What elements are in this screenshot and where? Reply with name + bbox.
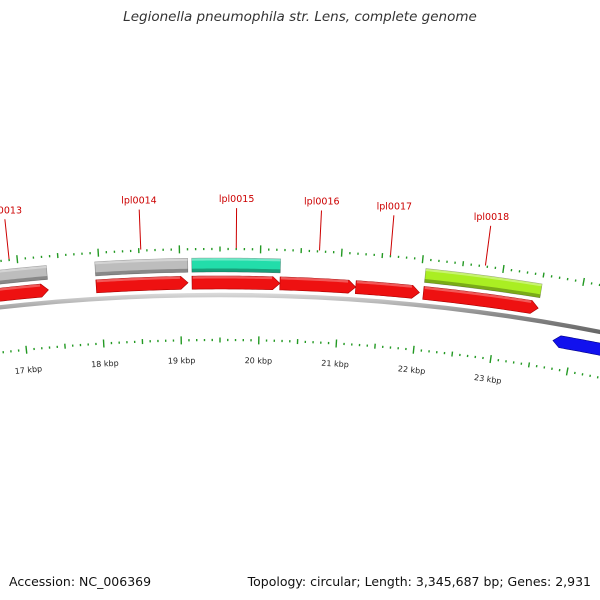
gene-arrow-lpl0013[interactable] — [0, 283, 49, 304]
cds-bar-shade — [191, 268, 281, 273]
cds-bar-lpl0014 — [94, 257, 189, 277]
gene-arrow-highlight — [0, 284, 41, 291]
inner-tick-mark — [565, 367, 569, 376]
cds-bar-shade — [0, 275, 48, 285]
kbp-scale-label: 23 kbp — [474, 373, 503, 386]
gene-label-layer: lpl0013 lpl0014 lpl0015 lpl0016 lpl0017 lpl00… — [0, 194, 510, 266]
cds-feature-layer — [0, 257, 543, 299]
cds-bar-lpl0013 — [0, 265, 48, 285]
gene-arrow-highlight — [192, 276, 273, 280]
genome-backbone-line — [0, 292, 600, 335]
accession-text: Accession: NC_006369 — [9, 574, 152, 589]
gene-arrow-lpl0016[interactable] — [279, 276, 357, 294]
cds-bar-lpl0018 — [424, 268, 543, 299]
kbp-scale-label: 22 kbp — [397, 364, 425, 376]
inner-tick-mark — [489, 355, 492, 364]
kbp-scale-label: 21 kbp — [321, 359, 349, 370]
kbp-label-layer: 17 kbp 18 kbp 19 kbp 20 kbp 21 kbp 22 kbp 23 k… — [14, 356, 502, 386]
kbp-tick-layer — [0, 245, 600, 379]
gene-label-leader — [389, 215, 395, 256]
kbp-scale-label: 19 kbp — [168, 356, 196, 366]
gene-label-leader — [484, 225, 492, 266]
outer-tick-mark — [542, 272, 545, 278]
kbp-scale-label: 18 kbp — [91, 359, 119, 370]
cds-bar-highlight — [94, 258, 188, 265]
gene-arrow-lpl0014[interactable] — [95, 276, 189, 294]
gene-arrow-highlight — [96, 276, 180, 283]
genome-summary-text: Topology: circular; Length: 3,345,687 bp… — [247, 574, 591, 589]
cds-bar-highlight — [425, 268, 543, 287]
inner-tick-mark — [25, 345, 28, 354]
gene-label-lpl0016: lpl0016 — [304, 197, 340, 208]
gene-arrow-layer — [0, 275, 600, 357]
gene-label-lpl0018: lpl0018 — [474, 212, 510, 223]
gene-arrow-lpl0015[interactable] — [191, 275, 281, 291]
outer-tick-mark — [421, 255, 424, 264]
gene-arrow-lpl0018[interactable] — [422, 286, 539, 314]
outer-tick-mark — [502, 264, 505, 274]
gene-label-leader — [138, 209, 142, 250]
outer-tick-mark — [462, 261, 465, 267]
inner-tick-mark — [527, 362, 531, 368]
cds-bar-shade — [95, 268, 188, 276]
gene-label-lpl0014: lpl0014 — [121, 196, 157, 207]
gene-label-lpl0013: lpl0013 — [0, 205, 22, 216]
gene-arrow-highlight — [424, 286, 532, 303]
kbp-scale-label: 17 kbp — [14, 364, 42, 376]
cds-bar-shade — [424, 279, 541, 298]
gene-arrow-highlight — [280, 276, 349, 283]
gene-arrow-highlight — [356, 280, 413, 288]
outer-tick-mark — [16, 255, 19, 264]
map-title: Legionella pneumophila str. Lens, comple… — [123, 9, 477, 25]
gene-label-leader — [4, 219, 10, 260]
kbp-scale-label: 20 kbp — [245, 356, 273, 366]
genome-backbone — [0, 292, 600, 335]
cds-bar-highlight — [0, 265, 47, 273]
gene-label-leader — [319, 210, 322, 251]
gene-label-lpl0015: lpl0015 — [219, 194, 255, 205]
inner-tick-mark — [412, 345, 415, 354]
cds-bar-lpl0015 — [191, 257, 281, 274]
inner-tick-mark — [451, 351, 454, 357]
reverse-gene-arrow[interactable] — [552, 335, 600, 357]
gene-arrow-lpl0017[interactable] — [354, 280, 420, 299]
cds-bar-highlight — [191, 258, 281, 262]
gene-label-lpl0017: lpl0017 — [377, 201, 413, 212]
outer-tick-mark — [582, 277, 586, 287]
